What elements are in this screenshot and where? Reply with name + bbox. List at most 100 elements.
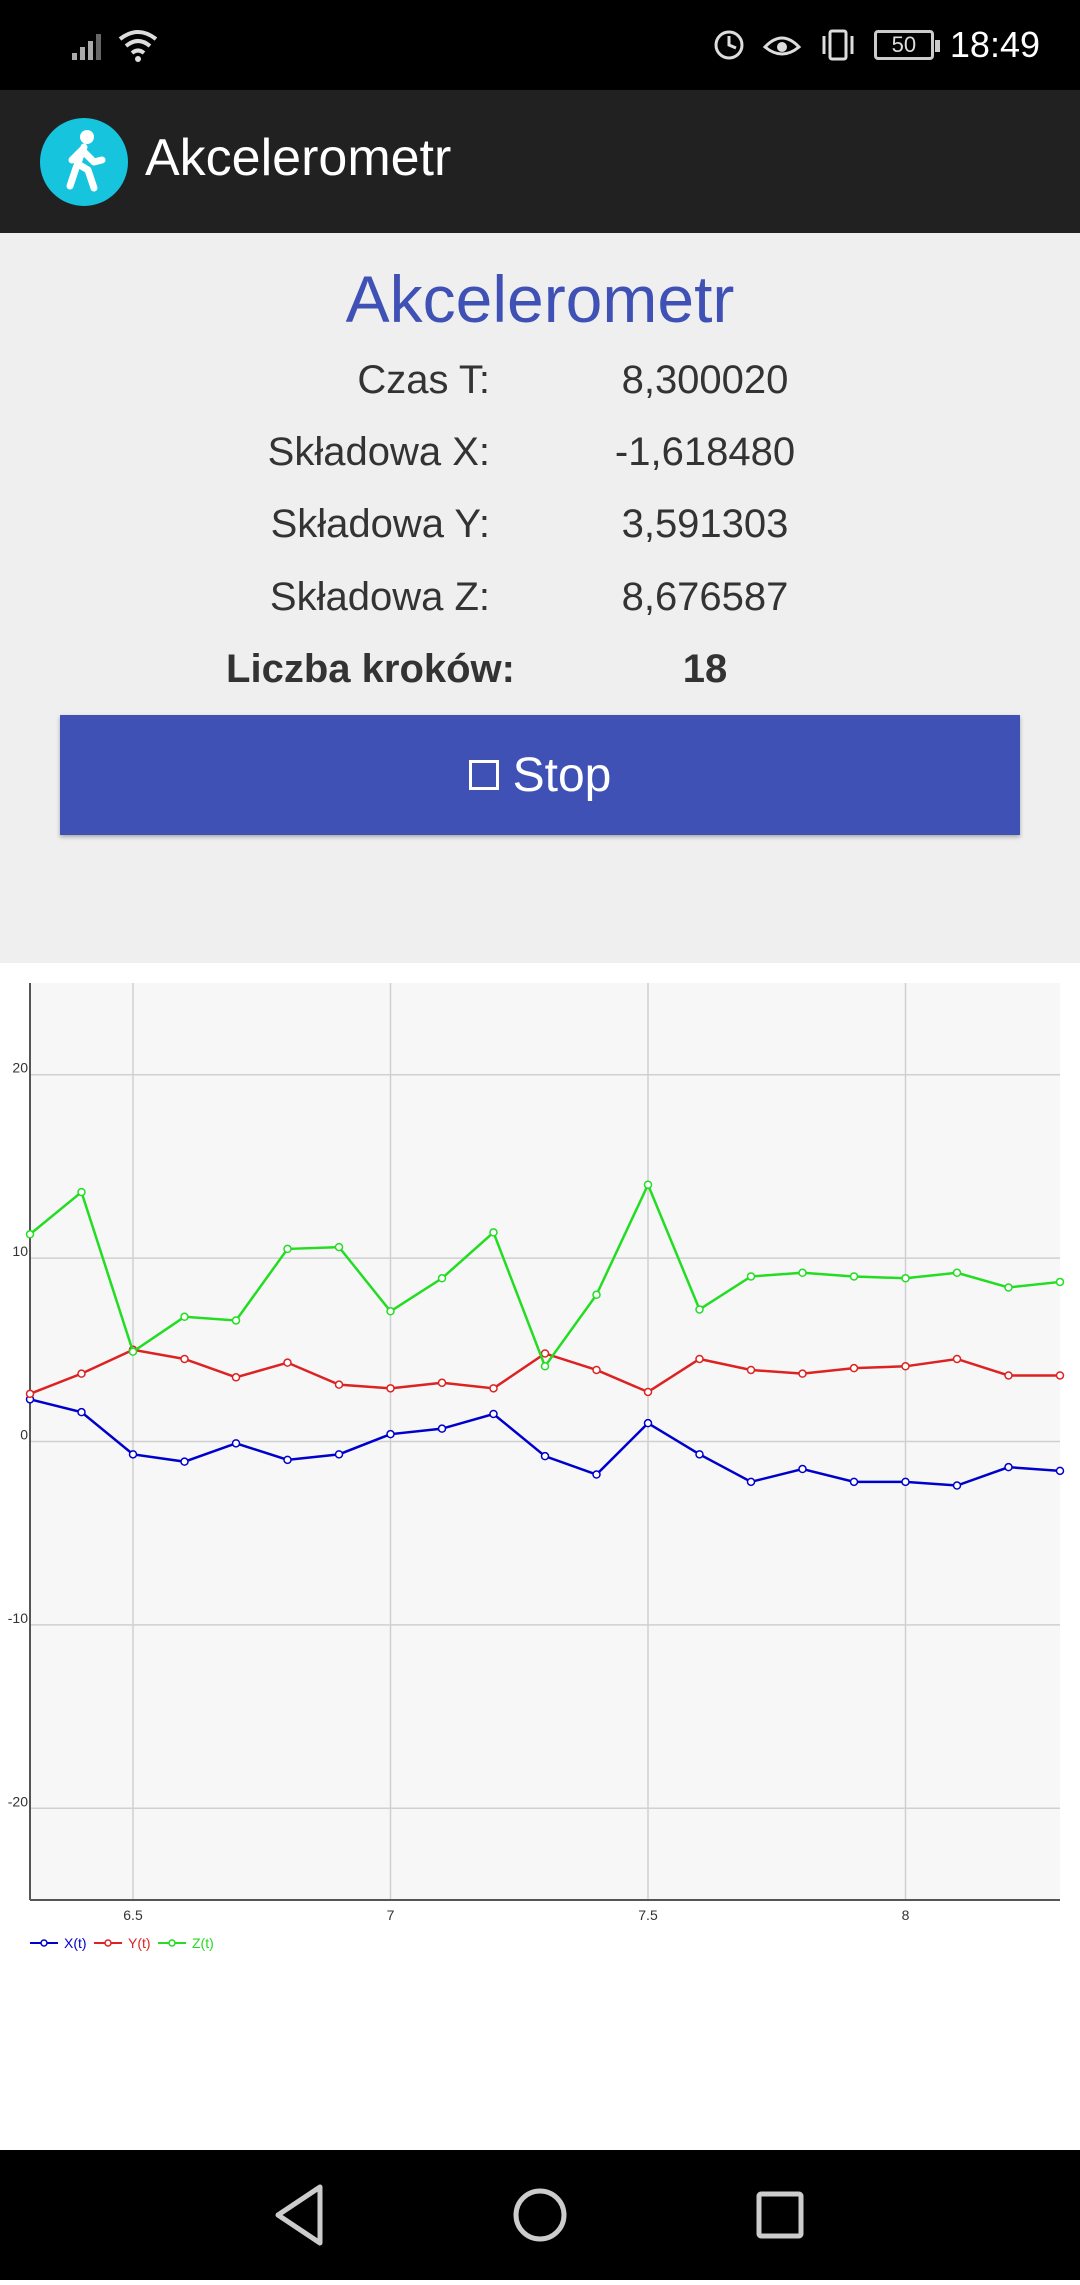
data-point [1055,1466,1065,1476]
y-tick-label: -10 [8,1610,28,1626]
status-bar: 50 18:49 [0,0,1080,90]
app-title: Akcelerometr [145,129,452,187]
data-point [334,1450,344,1459]
data-point [77,1369,86,1378]
stop-button-label: Stop [512,748,612,802]
signal-icon [72,34,101,60]
row-y: Składowa Y: 3,591303 [0,502,1080,562]
data-point [180,1312,189,1322]
data-point [798,1464,807,1474]
data-point [489,1384,498,1393]
recents-square-icon[interactable] [756,2191,804,2239]
x-tick-label: 7 [387,1907,395,1923]
data-point [901,1362,910,1371]
data-point [643,1418,653,1428]
legend-label: Z(t) [192,1935,214,1951]
data-point [283,1244,292,1254]
data-point [386,1429,395,1439]
data-point [746,1365,756,1375]
data-point [592,1290,601,1300]
chart-svg: 6.5 7 7.5 8 20 10 0 -10 -20 X(t) Y(t) Z(t) [8,983,1065,1951]
time-label: Czas T: [357,358,490,402]
data-point [180,1354,189,1364]
y-tick-label: 10 [12,1243,28,1259]
data-point [540,1349,550,1358]
data-point [180,1457,189,1466]
z-label: Składowa Z: [269,575,490,619]
x-tick-label: 8 [902,1907,910,1923]
steps-label: Liczba kroków: [226,647,515,691]
data-point [952,1481,962,1490]
data-point [437,1424,447,1433]
page-title: Akcelerometr [345,262,735,336]
x-value: -1,618480 [614,430,796,474]
data-point [592,1365,601,1375]
x-tick-label: 6.5 [123,1907,143,1923]
app-bar: Akcelerometr [0,90,1080,233]
data-point [1055,1371,1065,1380]
data-point [283,1358,292,1367]
data-point [386,1384,395,1393]
stop-button[interactable]: Stop [60,715,1020,835]
y-label: Składowa Y: [270,502,490,546]
legend-marker [40,1939,48,1947]
data-point [1004,1283,1013,1292]
data-point [231,1373,241,1382]
data-point [798,1369,807,1378]
data-point [1055,1277,1065,1287]
data-point [643,1387,653,1397]
y-value: 3,591303 [621,502,789,546]
back-triangle-icon[interactable] [275,2184,323,2246]
data-point [849,1363,859,1373]
data-point [1004,1462,1013,1472]
legend-label: X(t) [64,1935,87,1951]
battery-level: 50 [891,32,917,57]
stop-square-icon [468,760,499,790]
data-point [540,1362,550,1371]
data-point [25,1389,35,1399]
row-time: Czas T: 8,300020 [0,358,1080,418]
data-point [77,1407,86,1417]
wifi-icon [118,30,158,62]
clock: 18:49 [949,24,1040,65]
data-point [540,1451,550,1461]
steps-value: 18 [682,647,728,691]
data-point [901,1274,910,1283]
data-point [746,1272,756,1281]
data-point [952,1354,962,1364]
data-point [231,1439,241,1448]
data-point [386,1307,395,1316]
row-steps: Liczba kroków: 18 [0,647,1080,707]
data-point [1004,1371,1013,1380]
data-point [437,1274,447,1283]
row-x: Składowa X: -1,618480 [0,430,1080,490]
data-point [489,1409,498,1419]
data-point [334,1380,344,1389]
data-point [643,1180,653,1189]
sensor-panel: Akcelerometr Czas T: 8,300020 Składowa X… [0,233,1080,963]
data-point [77,1187,86,1197]
data-point [128,1347,138,1356]
row-z: Składowa Z: 8,676587 [0,575,1080,635]
data-point [695,1305,704,1314]
battery-icon: 50 [873,30,940,60]
home-circle-icon[interactable] [513,2188,567,2242]
data-point [798,1268,807,1278]
data-point [489,1228,498,1237]
x-tick-label: 7.5 [638,1907,658,1923]
y-tick-label: 0 [20,1427,28,1443]
accelerometer-chart: 6.5 7 7.5 8 20 10 0 -10 -20 X(t) Y(t) Z(t) [0,963,1080,2150]
data-point [592,1470,601,1479]
data-point [437,1378,447,1388]
data-point [695,1354,704,1364]
legend-label: Y(t) [128,1935,151,1951]
data-saver-icon [714,30,744,60]
vibrate-icon [822,29,854,61]
data-point [231,1316,241,1325]
walking-person-icon [40,118,128,206]
data-point [746,1477,756,1487]
data-point [849,1477,859,1487]
time-value: 8,300020 [621,358,789,402]
navigation-bar [0,2150,1080,2280]
data-point [128,1450,138,1459]
